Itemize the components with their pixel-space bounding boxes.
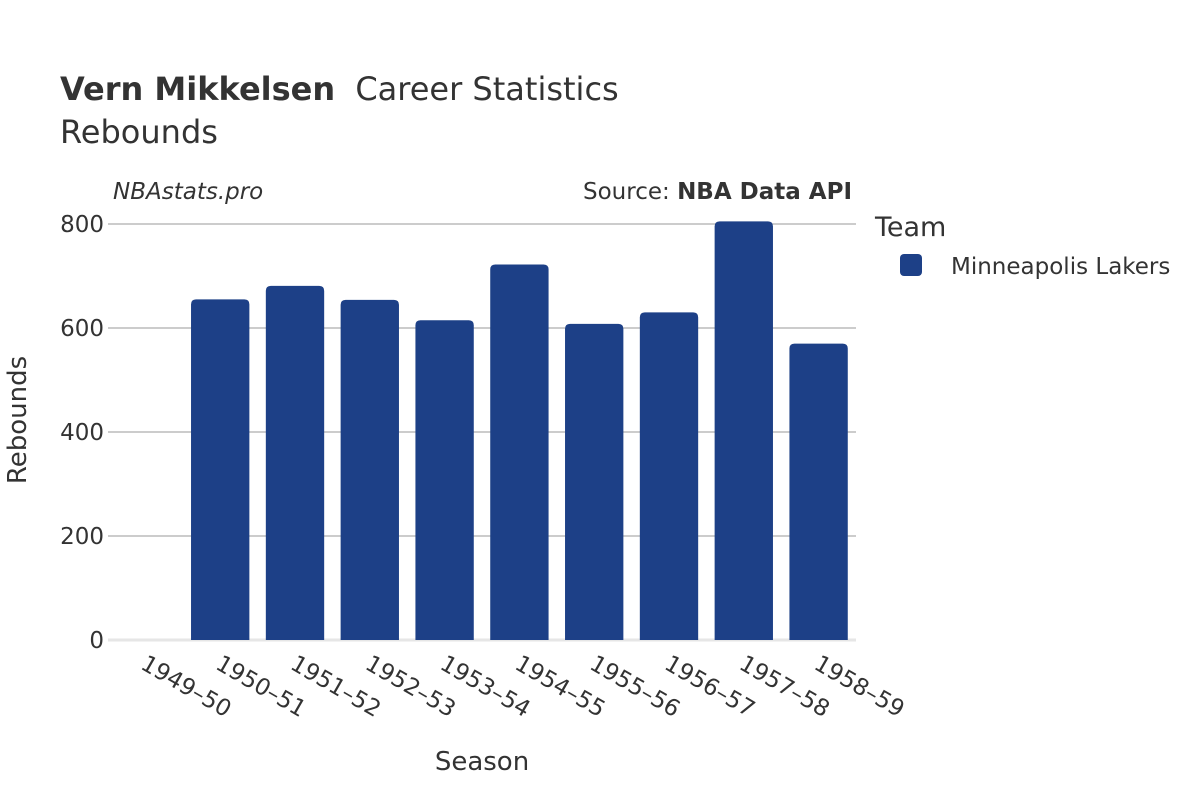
watermark: NBAstats.pro (113, 179, 263, 205)
legend-title: Team (874, 212, 946, 243)
bar-1956–57[interactable] (639, 312, 699, 640)
y-tick-labels: 0 200 400 600 800 (60, 212, 104, 654)
y-tick-label: 200 (60, 524, 104, 550)
source-credit: Source: NBA Data API (583, 179, 852, 205)
y-axis-title: Rebounds (3, 356, 33, 484)
chart-subtitle: Rebounds (60, 113, 218, 151)
title-rest: Career Statistics (355, 70, 618, 108)
x-tick-labels: 1949–501950–511951–521952–531953–541954–… (136, 651, 908, 723)
source-prefix: Source: (583, 179, 677, 205)
legend-item-label[interactable]: Minneapolis Lakers (951, 254, 1170, 280)
bar-1951–52[interactable] (265, 285, 325, 640)
bar-series (191, 221, 848, 640)
bar-1954–55[interactable] (490, 264, 549, 640)
y-tick-label: 0 (89, 628, 104, 654)
bar-1952–53[interactable] (340, 299, 399, 640)
y-tick-label: 400 (60, 420, 104, 446)
bar-1958–59[interactable] (789, 343, 848, 640)
legend: Team Minneapolis Lakers (874, 212, 1170, 280)
bar-1953–54[interactable] (415, 320, 474, 640)
x-axis-title: Season (435, 747, 529, 777)
bar-1957–58[interactable] (714, 221, 773, 640)
y-tick-label: 800 (60, 212, 104, 238)
bar-1955–56[interactable] (565, 323, 624, 640)
source-name: NBA Data API (677, 179, 852, 205)
bar-1950–51[interactable] (191, 299, 250, 640)
y-tick-label: 600 (60, 316, 104, 342)
legend-swatch[interactable] (900, 254, 922, 276)
chart-title: Vern Mikkelsen Career Statistics (60, 70, 619, 108)
title-player-name: Vern Mikkelsen (60, 70, 335, 108)
